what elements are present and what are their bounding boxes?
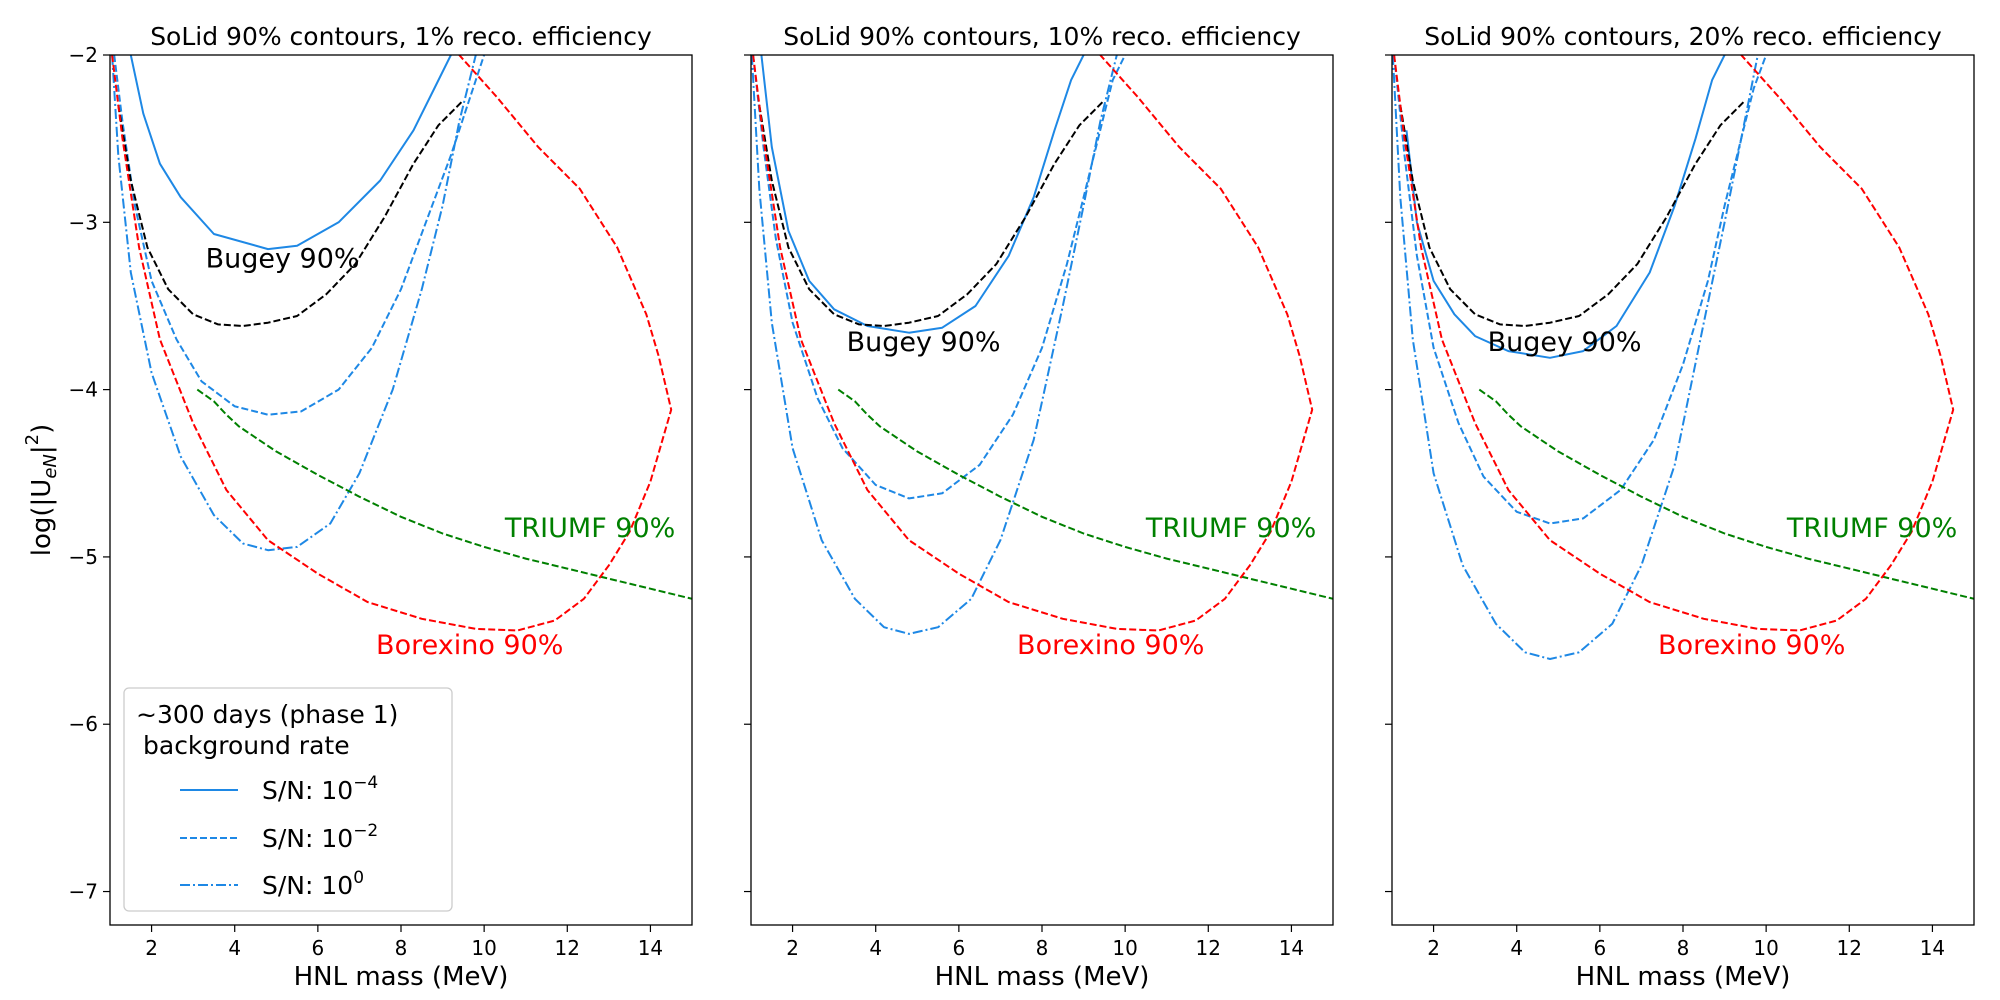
series-line-borexino-90 (111, 55, 673, 632)
legend-label: S/N: 100 (262, 868, 364, 900)
annotation-bugey-90: Bugey 90% (206, 243, 360, 274)
x-tick-label: 8 (1677, 936, 1690, 960)
y-tick-label: −4 (69, 378, 98, 402)
plot-area: 2 4 6 8 10 12 14 Bugey 90% TRIUMF 90% Borexino 90… (744, 54, 1334, 960)
legend-entry-dashdot: S/N: 100 (180, 868, 364, 900)
legend-title-line2: background rate (143, 731, 350, 760)
x-tick-label: 6 (1593, 936, 1606, 960)
annotation-borexino-90: Borexino 90% (1658, 630, 1845, 661)
legend-box (123, 687, 453, 912)
series-line-s-n-10-4 (760, 55, 1085, 334)
annotation-bugey-90: Bugey 90% (1488, 327, 1642, 358)
plot-area: 2 4 6 8 10 12 14 −7 −6 −5 −4 −3 −2 Bugey 90% TRIUMF 90… (69, 43, 693, 960)
x-tick-label: 12 (1196, 936, 1221, 960)
legend-entry-solid: S/N: 10−4 (180, 773, 378, 805)
annotation-triumf-90: TRIUMF 90% (1786, 513, 1957, 544)
annotation-borexino-90: Borexino 90% (1017, 630, 1204, 661)
x-tick-label: 14 (1920, 936, 1945, 960)
x-tick-label: 4 (228, 936, 241, 960)
panel-title: SoLid 90% contours, 10% reco. efficiency (783, 22, 1301, 51)
series-line-borexino-90 (752, 55, 1314, 632)
x-tick-label: 8 (395, 936, 408, 960)
legend-label: S/N: 10−2 (262, 821, 378, 853)
x-tick-label: 2 (786, 936, 799, 960)
plot-area: 2 4 6 8 10 12 14 Bugey 90% TRIUMF 90% Borexino 90… (1385, 54, 1975, 960)
x-tick-label: 14 (1279, 936, 1304, 960)
series-line-s-n-10-2 (752, 55, 1126, 500)
panel-title: SoLid 90% contours, 1% reco. efficiency (150, 22, 652, 51)
y-tick-label: −3 (69, 210, 98, 234)
x-tick-label: 12 (1837, 936, 1862, 960)
x-tick-label: 4 (1510, 936, 1523, 960)
legend-label: S/N: 10−4 (262, 773, 378, 805)
series-line-bugey-90 (1399, 99, 1747, 327)
y-axis-label: log(|UeN|2) (22, 424, 61, 557)
panel-3: SoLid 90% contours, 20% reco. efficiency… (1385, 22, 1975, 992)
series-line-s-n-10-4 (1405, 55, 1726, 359)
y-tick-label: −6 (69, 712, 98, 736)
series-line-borexino-90 (1393, 55, 1955, 632)
annotation-triumf-90: TRIUMF 90% (504, 513, 675, 544)
x-axis-label: HNL mass (MeV) (935, 962, 1150, 992)
series-line-triumf-90 (1478, 388, 1974, 600)
x-axis-label: HNL mass (MeV) (1576, 962, 1791, 992)
y-tick-label: −2 (69, 43, 98, 67)
annotation-triumf-90: TRIUMF 90% (1145, 513, 1316, 544)
series-line-bugey-90 (758, 99, 1106, 327)
x-tick-label: 6 (311, 936, 324, 960)
legend-entry-dashed: S/N: 10−2 (180, 821, 378, 853)
x-tick-label: 4 (869, 936, 882, 960)
annotation-bugey-90: Bugey 90% (847, 327, 1001, 358)
series-group (1392, 55, 1974, 660)
panel-title: SoLid 90% contours, 20% reco. efficiency (1424, 22, 1942, 51)
x-tick-label: 12 (555, 936, 580, 960)
annotation-borexino-90: Borexino 90% (376, 630, 563, 661)
x-axis-label: HNL mass (MeV) (294, 962, 509, 992)
x-tick-label: 8 (1036, 936, 1049, 960)
series-group (111, 55, 692, 632)
x-tick-label: 2 (1427, 936, 1440, 960)
series-line-s-n-10-4 (129, 55, 452, 251)
x-tick-label: 10 (1753, 936, 1778, 960)
series-line-triumf-90 (196, 388, 692, 600)
x-tick-label: 10 (1112, 936, 1137, 960)
series-line-bugey-90 (117, 99, 465, 327)
x-tick-label: 14 (638, 936, 663, 960)
x-tick-label: 6 (952, 936, 965, 960)
y-tick-label: −5 (69, 545, 98, 569)
series-line-s-n-10-2 (1393, 55, 1768, 525)
series-line-s-n-10-0 (111, 55, 477, 552)
series-line-triumf-90 (837, 388, 1333, 600)
panel-1: SoLid 90% contours, 1% reco. efficiency … (69, 22, 693, 992)
series-line-s-n-10-2 (113, 55, 486, 416)
legend-title-line1: ~300 days (phase 1) (136, 700, 398, 729)
y-tick-label: −7 (69, 880, 98, 904)
series-line-s-n-10-0 (751, 55, 1118, 635)
x-tick-label: 10 (471, 936, 496, 960)
series-group (751, 55, 1333, 635)
legend: ~300 days (phase 1) background rate S/N:… (123, 687, 453, 912)
x-tick-label: 2 (145, 936, 158, 960)
panel-2: SoLid 90% contours, 10% reco. efficiency… (744, 22, 1334, 992)
